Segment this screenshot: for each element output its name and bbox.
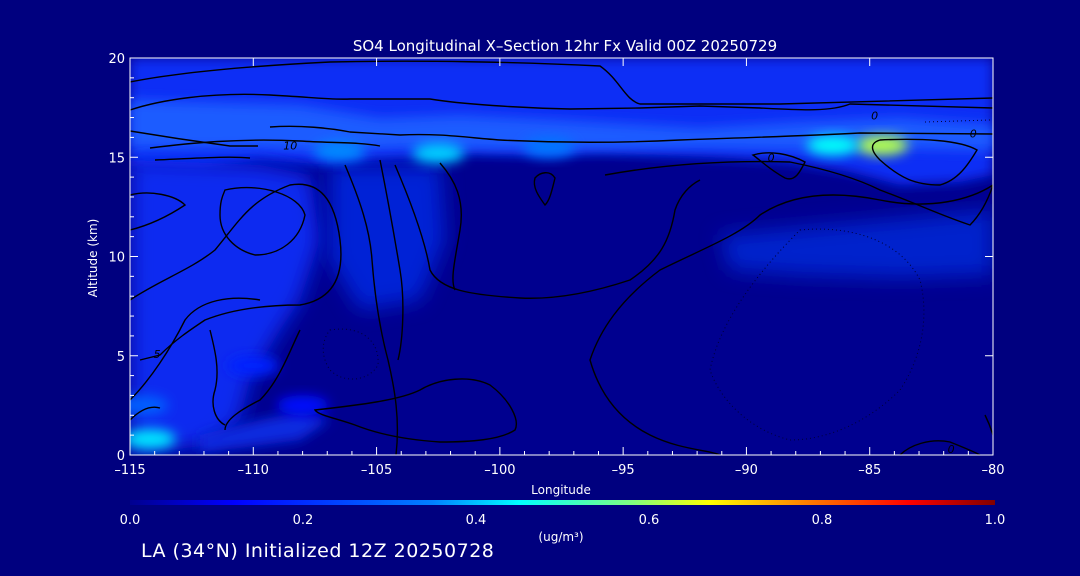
- colorbar-unit-label: (ug/m³): [538, 530, 583, 544]
- contour-line: [589, 184, 993, 455]
- concentration-hotspot: [313, 141, 366, 162]
- contour-line: [224, 329, 301, 431]
- x-tick-label: –105: [361, 463, 392, 478]
- contour-label: 0: [768, 151, 775, 164]
- x-tick-label: –115: [114, 463, 145, 478]
- colorbar: 0.0 0.2 0.4 0.6 0.8 1.0 (ug/m³): [120, 500, 1006, 544]
- contour-label: 10: [283, 139, 297, 152]
- x-axis-label: Longitude: [531, 483, 591, 497]
- x-tick-label: –100: [484, 463, 515, 478]
- contour-line: [130, 60, 993, 105]
- y-tick-label: 15: [108, 151, 125, 166]
- colorbar-tick-label: 0.4: [466, 513, 487, 528]
- contour-label: 0: [970, 127, 977, 140]
- contour-labels: 10 0 0 0 5 0: [154, 110, 977, 456]
- contour-line: [149, 139, 381, 149]
- dashed-contour: [322, 328, 379, 380]
- dashed-contours: [322, 119, 991, 441]
- colorbar-gradient: [130, 500, 995, 505]
- chart-title: SO4 Longitudinal X–Section 12hr Fx Valid…: [353, 37, 777, 55]
- concentration-field: [130, 58, 993, 455]
- contour-line: [439, 162, 462, 291]
- contour-line: [130, 406, 161, 421]
- dashed-contour: [709, 228, 925, 441]
- y-tick-label: 20: [108, 52, 125, 67]
- right-low-plume: [720, 210, 993, 278]
- contour-line: [394, 164, 701, 299]
- contour-line: [130, 192, 187, 231]
- x-tick-label: –90: [735, 463, 758, 478]
- upper-layer-bright: [130, 100, 993, 152]
- hotspots: [130, 135, 909, 450]
- contour-lines: [130, 60, 993, 455]
- contour-line: [219, 186, 306, 256]
- x-tick-label: –85: [858, 463, 881, 478]
- contour-line: [209, 329, 226, 426]
- contour-line: [533, 172, 556, 207]
- contour-label: 0: [871, 110, 878, 123]
- y-tick-label: 10: [108, 251, 125, 266]
- colorbar-ticks: 0.0 0.2 0.4 0.6 0.8 1.0: [120, 513, 1006, 528]
- x-tick-label: –80: [981, 463, 1004, 478]
- contour-label: 0: [948, 443, 955, 456]
- colorbar-tick-label: 0.6: [639, 513, 660, 528]
- dashed-contour: [924, 119, 991, 123]
- colorbar-tick-label: 0.0: [120, 513, 141, 528]
- y-tick-label: 5: [117, 350, 125, 365]
- run-initialization-label: LA (34°N) Initialized 12Z 20250728: [141, 540, 495, 562]
- concentration-hotspot: [130, 429, 176, 450]
- contour-line: [379, 159, 404, 361]
- contour-line: [130, 297, 261, 401]
- x-axis: –115 –110 –105 –100 –95 –90 –85 –80: [114, 58, 1005, 478]
- x-tick-label: –95: [612, 463, 635, 478]
- y-axis-label: Altitude (km): [86, 219, 100, 298]
- contour-line: [604, 160, 993, 226]
- concentration-hotspot: [276, 395, 329, 416]
- contour-line: [899, 440, 981, 455]
- contour-label: 5: [154, 348, 161, 361]
- x-tick-label: –110: [238, 463, 269, 478]
- contour-line: [751, 152, 806, 180]
- y-tick-label: 0: [117, 449, 125, 464]
- colorbar-tick-label: 1.0: [985, 513, 1006, 528]
- concentration-hotspot: [227, 355, 280, 376]
- left-column-plume: [130, 160, 320, 455]
- contour-line: [269, 125, 993, 143]
- contour-line: [871, 138, 978, 186]
- colorbar-tick-label: 0.2: [293, 513, 314, 528]
- concentration-hotspot: [806, 135, 859, 156]
- contour-line: [130, 183, 342, 361]
- contour-line: [313, 378, 517, 443]
- concentration-hotspot: [412, 143, 465, 164]
- contour-line: [130, 93, 993, 111]
- contour-line: [130, 130, 258, 147]
- concentration-hotspot: [523, 137, 576, 158]
- y-axis: 0 5 10 15 20: [108, 52, 993, 464]
- concentration-hotspot: [856, 135, 909, 156]
- contour-line: [154, 156, 251, 161]
- surface-layer: [200, 412, 330, 452]
- contour-line: [344, 164, 399, 455]
- colorbar-tick-label: 0.8: [812, 513, 833, 528]
- concentration-hotspot: [130, 395, 169, 416]
